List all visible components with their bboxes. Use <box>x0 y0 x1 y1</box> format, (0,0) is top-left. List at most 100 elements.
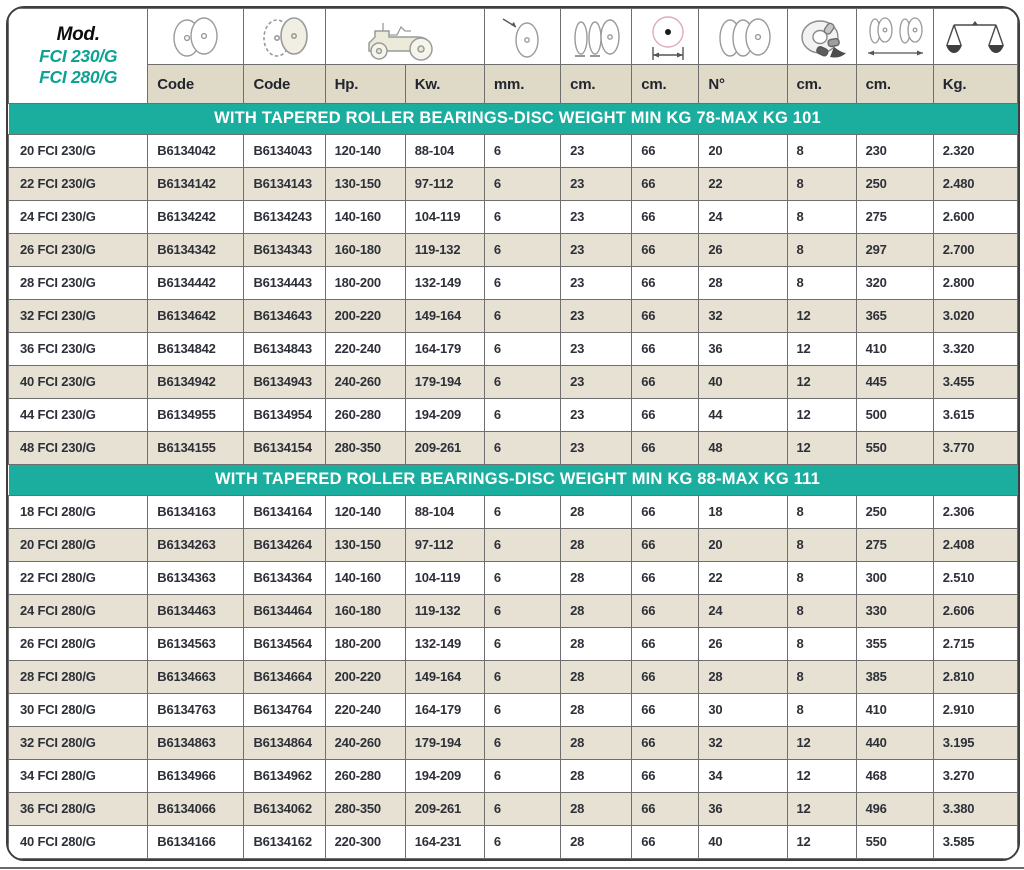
cell-value: 132-149 <box>404 265 485 300</box>
cell-value: 20 <box>698 133 788 168</box>
cell-value: 66 <box>631 133 700 168</box>
cell-value: 18 <box>698 494 788 529</box>
cell-value: 6 <box>483 527 562 562</box>
cell-value: 104-119 <box>404 199 485 234</box>
cell-value: B6134663 <box>147 659 245 694</box>
cell-value: 66 <box>631 692 700 727</box>
cell-model: 26 FCI 280/G <box>8 626 149 661</box>
cell-value: 28 <box>560 494 633 529</box>
cell-value: 250 <box>855 494 934 529</box>
spec-table-frame: Mod. FCI 230/G FCI 280/G <box>6 6 1020 861</box>
cell-model: 44 FCI 230/G <box>8 397 149 432</box>
cell-model: 34 FCI 280/G <box>8 758 149 793</box>
cell-value: 88-104 <box>404 494 485 529</box>
cell-value: B6134863 <box>147 725 245 760</box>
cell-value: 6 <box>483 494 562 529</box>
cell-value: 66 <box>631 758 700 793</box>
cell-value: 28 <box>560 692 633 727</box>
cell-value: 194-209 <box>404 758 485 793</box>
cell-value: 6 <box>483 166 562 201</box>
cell-value: 149-164 <box>404 298 485 333</box>
cell-value: 48 <box>698 430 788 465</box>
spec-row: 20 FCI 230/G B6134042 B6134043 120-140 88-10… <box>8 133 1018 168</box>
cell-value: 200-220 <box>324 298 406 333</box>
cell-value: 30 <box>698 692 788 727</box>
cell-value: B6134166 <box>147 824 245 859</box>
cell-value: 6 <box>483 626 562 661</box>
cell-value: 550 <box>855 824 934 859</box>
cell-value: 2.810 <box>932 659 1018 694</box>
cell-value: 66 <box>631 166 700 201</box>
cell-value: B6134142 <box>147 166 245 201</box>
cell-value: 2.715 <box>932 626 1018 661</box>
cell-value: 3.585 <box>932 824 1018 859</box>
cell-model: 40 FCI 230/G <box>8 364 149 399</box>
cell-value: 66 <box>631 560 700 595</box>
cell-value: 468 <box>855 758 934 793</box>
cell-value: 6 <box>483 593 562 628</box>
cell-value: B6134043 <box>243 133 326 168</box>
cell-value: 194-209 <box>404 397 485 432</box>
cell-value: 2.606 <box>932 593 1018 628</box>
spec-row: 36 FCI 230/G B6134842 B6134843 220-240 164-1… <box>8 331 1018 366</box>
spec-row: 28 FCI 280/G B6134663 B6134664 200-220 149-1… <box>8 659 1018 694</box>
notched-discs-icon <box>243 8 326 65</box>
cell-value: 66 <box>631 331 700 366</box>
cell-value: B6134343 <box>243 232 326 267</box>
cell-value: 132-149 <box>404 626 485 661</box>
cell-value: 22 <box>698 560 788 595</box>
cell-value: 24 <box>698 199 788 234</box>
cell-value: 6 <box>483 364 562 399</box>
cell-model: 30 FCI 280/G <box>8 692 149 727</box>
cell-value: 6 <box>483 725 562 760</box>
cell-model: 22 FCI 280/G <box>8 560 149 595</box>
cell-value: B6134162 <box>243 824 326 859</box>
cell-model: 24 FCI 230/G <box>8 199 149 234</box>
cell-value: 28 <box>698 265 788 300</box>
cell-value: 28 <box>560 527 633 562</box>
cell-value: 12 <box>786 364 857 399</box>
cell-value: B6134364 <box>243 560 326 595</box>
plain-discs-icon <box>147 8 245 65</box>
cell-value: B6134264 <box>243 527 326 562</box>
cell-value: 250 <box>855 166 934 201</box>
cell-value: 66 <box>631 593 700 628</box>
cell-value: 220-240 <box>324 331 406 366</box>
disc-diameter-icon <box>631 8 700 65</box>
cell-value: 160-180 <box>324 232 406 267</box>
cell-value: 119-132 <box>404 593 485 628</box>
cell-value: B6134163 <box>147 494 245 529</box>
cell-value: B6134062 <box>243 791 326 826</box>
cell-value: 66 <box>631 298 700 333</box>
cell-value: 66 <box>631 824 700 859</box>
cell-value: 2.510 <box>932 560 1018 595</box>
cell-model: 32 FCI 280/G <box>8 725 149 760</box>
cell-value: 6 <box>483 265 562 300</box>
cell-value: 66 <box>631 232 700 267</box>
cell-value: B6134263 <box>147 527 245 562</box>
cell-value: 40 <box>698 824 788 859</box>
cell-model: 36 FCI 230/G <box>8 331 149 366</box>
cell-value: 2.306 <box>932 494 1018 529</box>
cell-value: 6 <box>483 560 562 595</box>
cell-value: 23 <box>560 397 633 432</box>
cell-value: B6134443 <box>243 265 326 300</box>
cell-value: 66 <box>631 397 700 432</box>
model-name-1: FCI 230/G <box>39 45 118 66</box>
cell-value: B6134242 <box>147 199 245 234</box>
unit-label-count: N° <box>698 64 788 104</box>
cell-model: 18 FCI 280/G <box>8 494 149 529</box>
cell-value: 28 <box>698 659 788 694</box>
cell-value: 12 <box>786 298 857 333</box>
cell-value: 550 <box>855 430 934 465</box>
cell-value: 365 <box>855 298 934 333</box>
cell-value: B6134243 <box>243 199 326 234</box>
cell-value: 330 <box>855 593 934 628</box>
cell-model: 36 FCI 280/G <box>8 791 149 826</box>
cell-model: 28 FCI 280/G <box>8 659 149 694</box>
cell-model: 28 FCI 230/G <box>8 265 149 300</box>
cell-value: 23 <box>560 199 633 234</box>
cell-value: 2.600 <box>932 199 1018 234</box>
cell-value: 8 <box>786 494 857 529</box>
